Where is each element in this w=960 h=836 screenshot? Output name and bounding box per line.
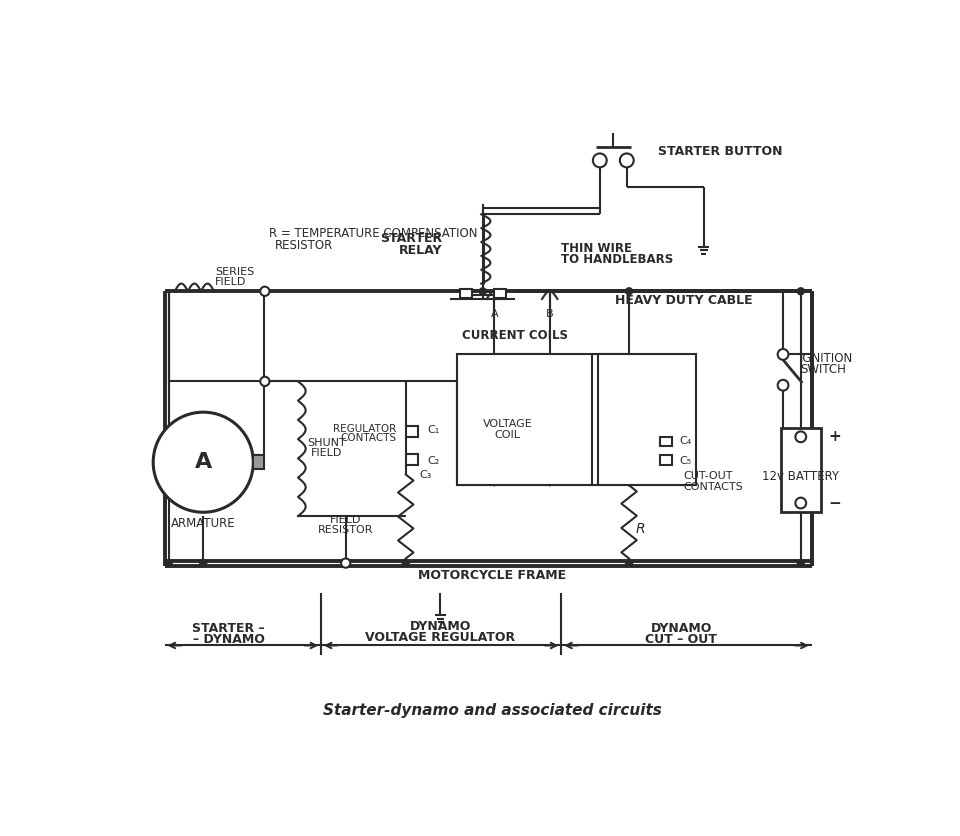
Text: FIELD: FIELD (330, 515, 361, 525)
Text: DYNAMO: DYNAMO (410, 619, 471, 633)
Circle shape (200, 559, 206, 567)
Bar (406, 426, 419, 437)
Text: – DYNAMO: – DYNAMO (193, 633, 265, 646)
Text: RESISTOR: RESISTOR (275, 238, 333, 252)
Text: A: A (195, 452, 212, 472)
Text: C₃: C₃ (420, 470, 432, 480)
Bar (598, 354, 696, 486)
Text: DYNAMO: DYNAMO (651, 622, 712, 635)
Circle shape (341, 558, 350, 568)
Text: FIELD: FIELD (215, 277, 246, 287)
Text: TO HANDLEBARS: TO HANDLEBARS (562, 253, 674, 266)
Text: IGNITION: IGNITION (800, 352, 853, 364)
Text: HEAVY DUTY CABLE: HEAVY DUTY CABLE (615, 294, 753, 307)
Text: R = TEMPERATURE COMPENSATION: R = TEMPERATURE COMPENSATION (269, 227, 477, 240)
Text: −: − (828, 496, 841, 511)
Text: CONTACTS: CONTACTS (341, 433, 396, 443)
Text: COIL: COIL (494, 430, 520, 440)
Circle shape (798, 559, 804, 567)
Text: STARTER BUTTON: STARTER BUTTON (658, 145, 782, 158)
Circle shape (402, 559, 409, 567)
Circle shape (154, 412, 253, 512)
Circle shape (778, 380, 788, 390)
Circle shape (796, 431, 806, 442)
Text: FIELD: FIELD (311, 448, 342, 458)
Text: CONTACTS: CONTACTS (683, 482, 743, 492)
Text: STARTER –: STARTER – (192, 622, 265, 635)
Text: C₂: C₂ (427, 456, 440, 466)
Text: THIN WIRE: THIN WIRE (562, 242, 633, 256)
Text: MOTORCYCLE FRAME: MOTORCYCLE FRAME (418, 569, 566, 582)
Text: RESISTOR: RESISTOR (318, 525, 373, 535)
Circle shape (260, 287, 270, 296)
Text: C₄: C₄ (679, 436, 691, 446)
Text: SERIES: SERIES (215, 267, 254, 277)
Circle shape (165, 559, 172, 567)
Bar (460, 289, 472, 298)
Circle shape (626, 288, 633, 295)
Circle shape (260, 377, 270, 386)
Text: CUT – OUT: CUT – OUT (645, 633, 717, 646)
Text: VOLTAGE REGULATOR: VOLTAGE REGULATOR (366, 631, 516, 645)
Bar (780, 427, 821, 512)
Text: 12v BATTERY: 12v BATTERY (762, 470, 839, 482)
Circle shape (620, 154, 634, 167)
Text: SWITCH: SWITCH (800, 363, 846, 375)
Text: STARTER: STARTER (380, 232, 443, 246)
Text: CUT-OUT: CUT-OUT (683, 471, 732, 481)
Text: REGULATOR: REGULATOR (333, 424, 396, 434)
Circle shape (778, 349, 788, 359)
Text: RELAY: RELAY (399, 244, 443, 257)
Bar (406, 454, 419, 465)
Text: CURRENT COILS: CURRENT COILS (462, 329, 568, 342)
Text: R: R (636, 522, 645, 536)
Text: C₅: C₅ (679, 456, 691, 466)
Bar (253, 456, 264, 469)
Text: +: + (828, 430, 841, 444)
Circle shape (479, 288, 486, 295)
Circle shape (798, 288, 804, 295)
Circle shape (626, 559, 633, 567)
Bar (660, 437, 672, 446)
Text: ARMATURE: ARMATURE (171, 517, 235, 530)
Text: VOLTAGE: VOLTAGE (483, 419, 532, 429)
Circle shape (593, 154, 607, 167)
Text: B: B (546, 309, 554, 319)
Text: SHUNT: SHUNT (307, 438, 346, 448)
Bar (493, 289, 506, 298)
Text: Starter-dynamo and associated circuits: Starter-dynamo and associated circuits (323, 703, 661, 717)
Bar (457, 354, 592, 486)
Text: A: A (491, 309, 498, 319)
Circle shape (796, 497, 806, 508)
Bar (660, 456, 672, 465)
Text: C₁: C₁ (427, 425, 440, 435)
